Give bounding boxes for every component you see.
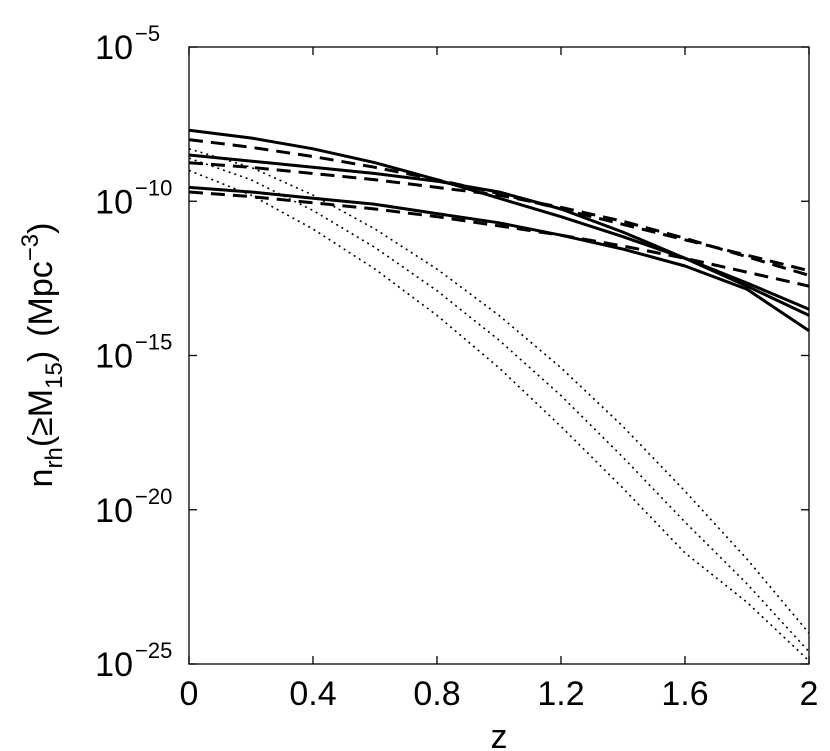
series-line-dotted-7 bbox=[188, 148, 810, 634]
y-axis-mass-open: (≥M bbox=[22, 389, 60, 447]
y-axis-units-open: (Mpc bbox=[22, 261, 60, 337]
x-axis-title: z bbox=[491, 718, 508, 751]
y-tick-base: 10 bbox=[95, 338, 133, 376]
y-tick-exponent: −15 bbox=[135, 330, 172, 355]
y-tick-label: 10 −15 bbox=[95, 330, 172, 376]
y-tick-exponent: −20 bbox=[135, 484, 172, 509]
series-line-dotted-9 bbox=[188, 169, 810, 662]
svg-text:nrh(≥M15)(Mpc−3): nrh(≥M15) (Mpc−3) bbox=[17, 223, 68, 488]
y-tick-exponent: −25 bbox=[135, 638, 172, 663]
x-tick-label: 0 bbox=[180, 675, 199, 713]
x-tick-label: 0.4 bbox=[289, 675, 336, 713]
y-tick-base: 10 bbox=[95, 183, 133, 221]
y-tick-base: 10 bbox=[95, 646, 133, 684]
y-axis-mass-subscript: 15 bbox=[41, 362, 68, 389]
y-axis-units-exponent: −3 bbox=[17, 234, 44, 261]
x-tick-label: 1.6 bbox=[661, 675, 708, 713]
y-tick-base: 10 bbox=[95, 29, 133, 67]
y-tick-base: 10 bbox=[95, 492, 133, 530]
series-line-solid-3 bbox=[188, 185, 810, 333]
y-tick-exponent: −10 bbox=[135, 175, 172, 200]
series-line-solid-2 bbox=[188, 153, 810, 317]
y-axis-subscript: rh bbox=[41, 447, 68, 468]
series-line-dotted-8 bbox=[188, 157, 810, 653]
y-tick-label: 10 −10 bbox=[95, 175, 172, 221]
y-axis-title: nrh(≥M15) (Mpc−3) bbox=[17, 223, 68, 488]
y-axis-symbol: n bbox=[22, 469, 60, 488]
plot-frame bbox=[188, 46, 810, 665]
y-tick-exponent: −5 bbox=[135, 21, 160, 46]
y-axis-units-close: ) bbox=[22, 223, 60, 234]
y-axis-mass-close: ) bbox=[22, 351, 60, 362]
series-line-solid-1 bbox=[188, 128, 810, 311]
y-tick-label: 10 −20 bbox=[95, 484, 172, 530]
series-layer bbox=[188, 128, 810, 662]
x-tick-label: 1.2 bbox=[537, 675, 584, 713]
y-tick-label: 10 −25 bbox=[95, 638, 172, 684]
x-tick-label: 2 bbox=[800, 675, 819, 713]
y-tick-label: 10 −5 bbox=[95, 21, 160, 67]
series-line-dashed-6 bbox=[188, 190, 810, 288]
x-tick-label: 0.8 bbox=[413, 675, 460, 713]
series-line-dashed-5 bbox=[188, 161, 810, 277]
series-line-dashed-4 bbox=[188, 138, 810, 273]
